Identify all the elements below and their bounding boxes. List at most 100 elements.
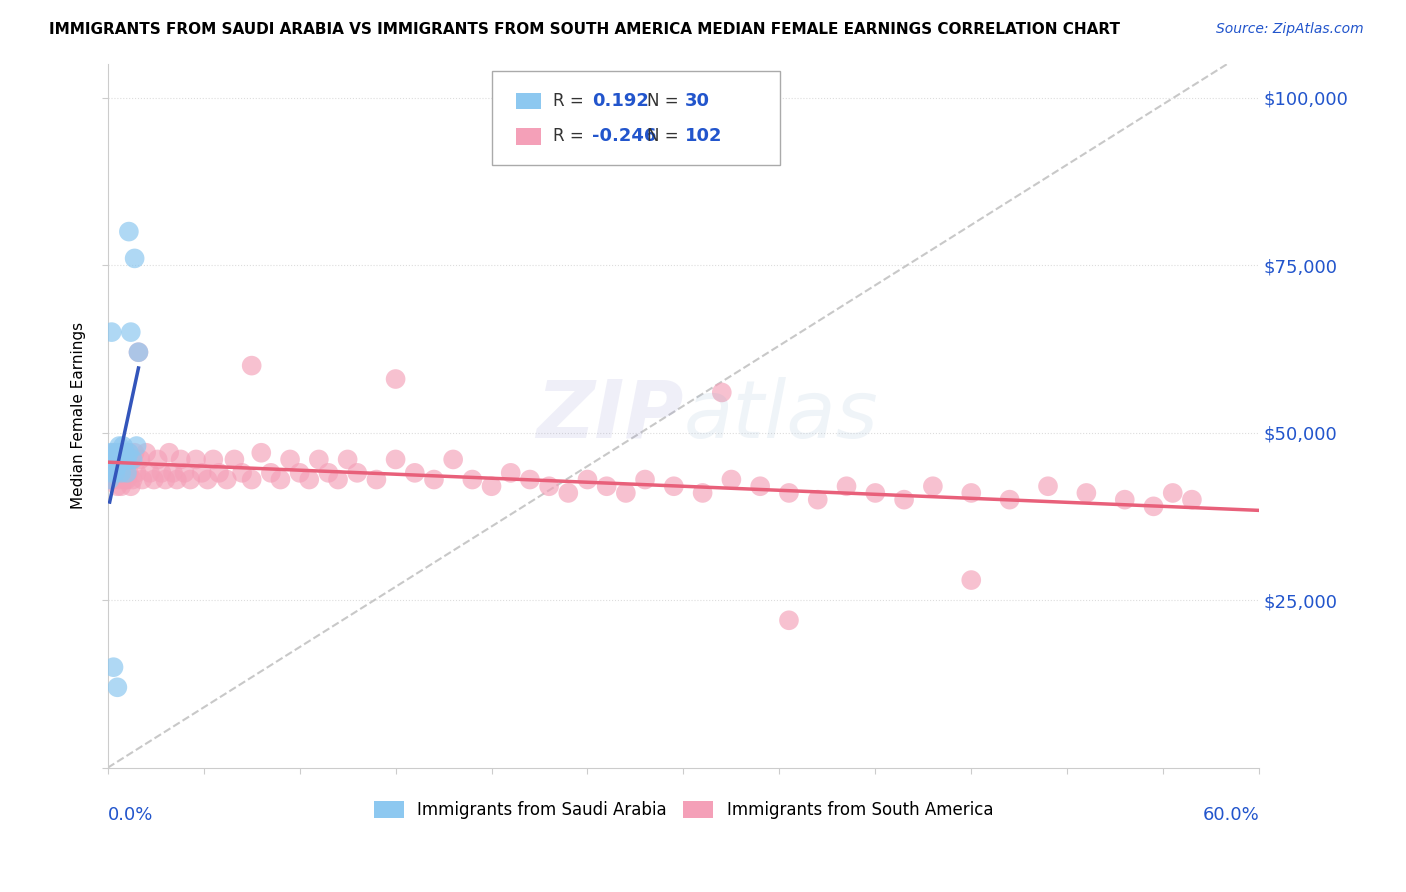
Point <box>139 466 162 480</box>
Point <box>114 446 136 460</box>
Point <box>441 452 464 467</box>
Point <box>114 452 136 467</box>
Point <box>481 479 503 493</box>
Point <box>118 446 141 460</box>
Point <box>278 452 301 467</box>
Point <box>202 452 225 467</box>
Point <box>124 446 146 460</box>
Text: IMMIGRANTS FROM SAUDI ARABIA VS IMMIGRANTS FROM SOUTH AMERICA MEDIAN FEMALE EARN: IMMIGRANTS FROM SAUDI ARABIA VS IMMIGRAN… <box>49 22 1121 37</box>
Point <box>146 452 169 467</box>
Point <box>191 466 214 480</box>
Point <box>184 452 207 467</box>
Point <box>366 473 388 487</box>
Point <box>108 452 131 467</box>
Point <box>692 486 714 500</box>
Point <box>231 466 253 480</box>
Point <box>1076 486 1098 500</box>
Point <box>125 466 148 480</box>
Point <box>120 452 142 467</box>
Point <box>538 479 561 493</box>
Point <box>103 446 125 460</box>
Point <box>100 452 122 467</box>
Point <box>127 345 149 359</box>
Point <box>298 473 321 487</box>
Point <box>162 466 184 480</box>
Text: R =: R = <box>553 92 589 110</box>
Point <box>104 466 127 480</box>
Point <box>240 359 263 373</box>
Point <box>576 473 599 487</box>
Point <box>807 492 830 507</box>
Point <box>142 473 165 487</box>
Point <box>127 345 149 359</box>
Point <box>778 613 800 627</box>
Point <box>865 486 887 500</box>
Text: 102: 102 <box>685 128 723 145</box>
Point <box>98 446 121 460</box>
Point <box>112 452 135 467</box>
Legend: Immigrants from Saudi Arabia, Immigrants from South America: Immigrants from Saudi Arabia, Immigrants… <box>374 801 993 819</box>
Point <box>108 452 131 467</box>
Point <box>155 473 177 487</box>
Point <box>110 446 132 460</box>
Point <box>135 446 157 460</box>
Point <box>115 452 138 467</box>
Point <box>100 473 122 487</box>
Point <box>115 466 138 480</box>
Point <box>960 573 983 587</box>
Point <box>125 439 148 453</box>
Point <box>662 479 685 493</box>
Point <box>120 325 142 339</box>
Point <box>215 473 238 487</box>
Point <box>384 452 406 467</box>
Point <box>105 681 128 695</box>
Point <box>115 452 138 467</box>
Point <box>893 492 915 507</box>
Point <box>103 473 125 487</box>
Point <box>110 479 132 493</box>
Y-axis label: Median Female Earnings: Median Female Earnings <box>72 322 86 509</box>
Point <box>461 473 484 487</box>
Text: atlas: atlas <box>683 377 879 455</box>
Point <box>105 459 128 474</box>
Point <box>104 452 127 467</box>
Point <box>921 479 943 493</box>
Point <box>157 446 180 460</box>
Point <box>100 325 122 339</box>
Point <box>326 473 349 487</box>
Point <box>110 466 132 480</box>
Text: -0.246: -0.246 <box>592 128 657 145</box>
Point <box>114 473 136 487</box>
Point <box>595 479 617 493</box>
Point <box>105 479 128 493</box>
Point <box>288 466 311 480</box>
Point <box>170 452 193 467</box>
Point <box>118 446 141 460</box>
Point <box>118 225 141 239</box>
Point <box>112 452 135 467</box>
Point <box>519 473 541 487</box>
Point <box>104 466 127 480</box>
Point <box>208 466 231 480</box>
Point <box>103 466 125 480</box>
Point <box>720 473 742 487</box>
Point <box>250 446 273 460</box>
Point <box>98 466 121 480</box>
Point <box>346 466 368 480</box>
Point <box>103 660 125 674</box>
Point <box>224 452 246 467</box>
Text: ZIP: ZIP <box>536 377 683 455</box>
Point <box>499 466 522 480</box>
Point <box>115 473 138 487</box>
Point <box>114 446 136 460</box>
Point <box>120 479 142 493</box>
Point <box>749 479 772 493</box>
Point <box>404 466 426 480</box>
Point <box>1114 492 1136 507</box>
Point <box>240 473 263 487</box>
Point <box>108 473 131 487</box>
Text: R =: R = <box>553 128 589 145</box>
Point <box>112 466 135 480</box>
Point <box>131 473 153 487</box>
Point <box>1161 486 1184 500</box>
